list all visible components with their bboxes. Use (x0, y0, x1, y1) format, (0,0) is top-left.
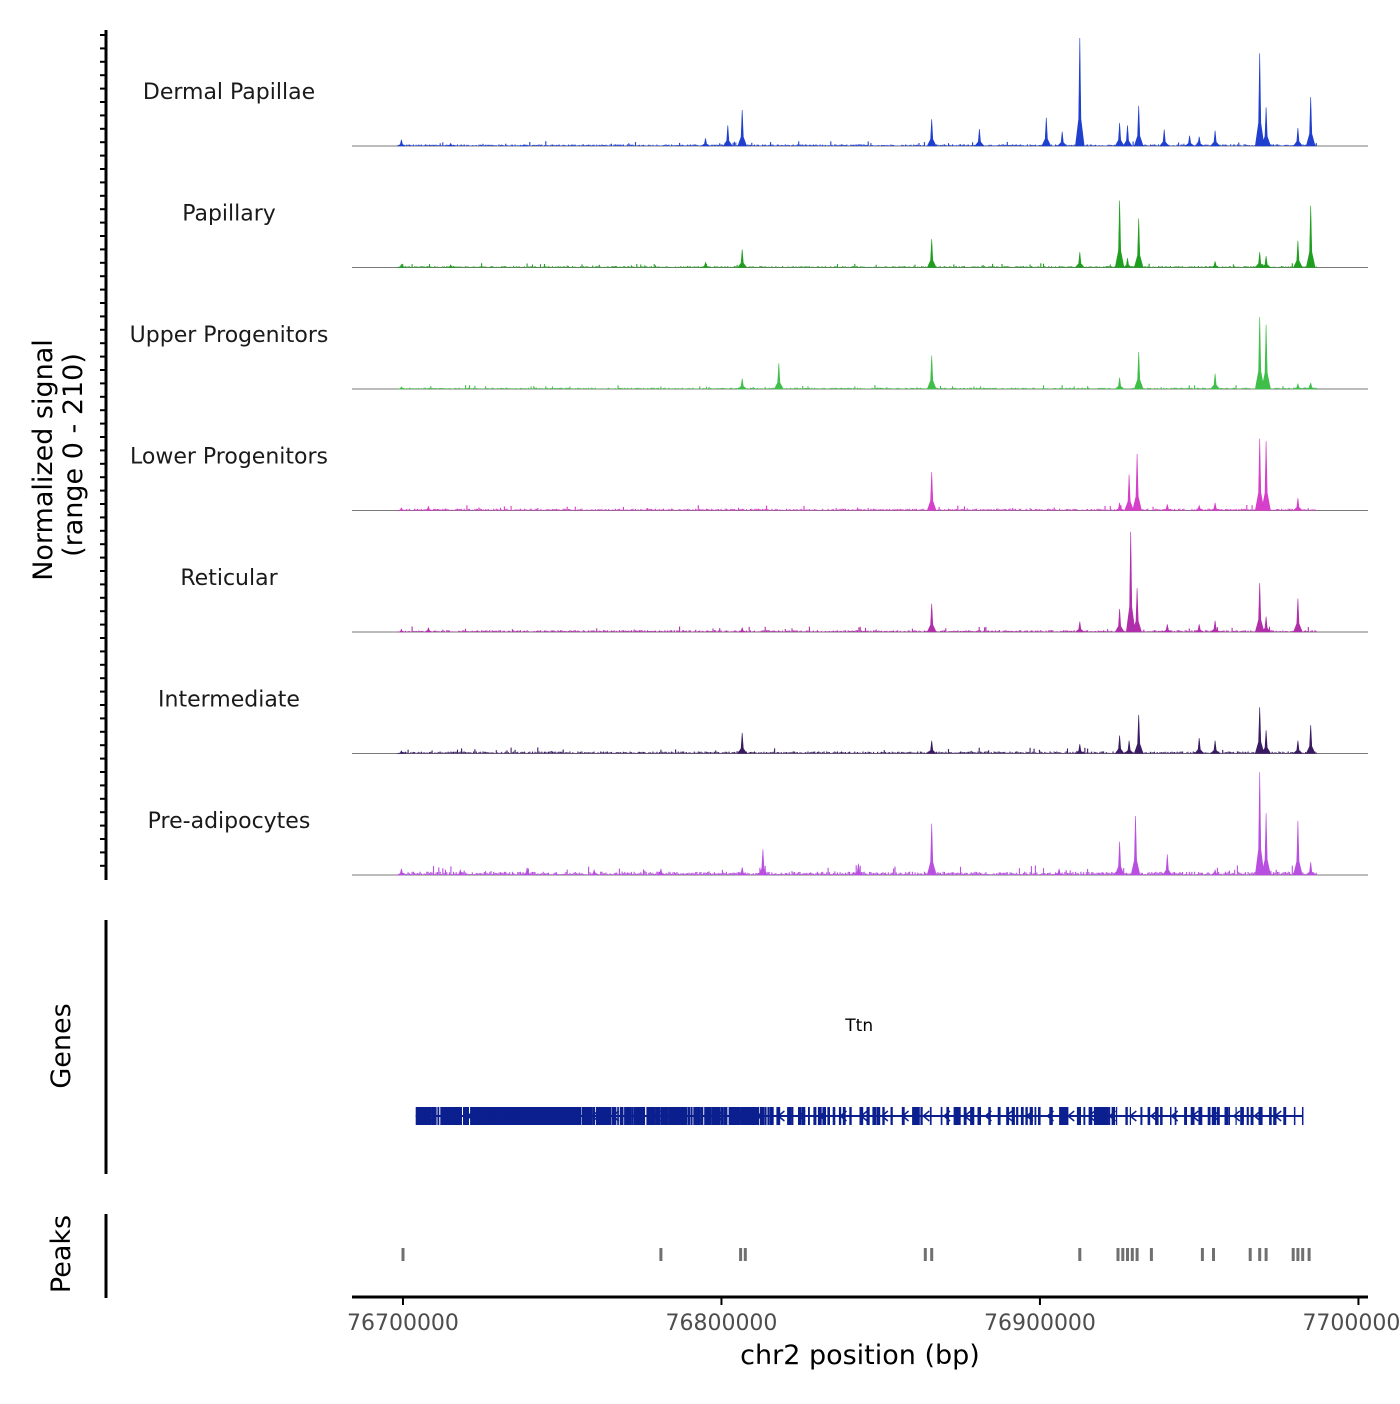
signal-peak (1255, 707, 1264, 753)
signal-peak (1163, 854, 1172, 875)
signal-peak (424, 506, 433, 510)
signal-peak (397, 630, 406, 632)
signal-track: Reticular (180, 532, 1368, 632)
signal-peak (1255, 317, 1264, 389)
signal-range-label: (range 0 - 210) (58, 353, 89, 557)
signal-peak (1075, 622, 1084, 632)
signal-peak (1211, 621, 1220, 632)
signal-peak (927, 472, 936, 511)
signal-peak (927, 824, 936, 875)
signal-peak (738, 733, 747, 754)
signal-peak (1115, 201, 1124, 268)
signal-peak (1131, 816, 1140, 875)
signal-peak (1134, 106, 1143, 146)
signal-track: Dermal Papillae (143, 38, 1368, 146)
signal-peak (446, 143, 455, 146)
signal-peak (1126, 532, 1135, 632)
signal-peak (1042, 118, 1051, 146)
signal-axis (100, 30, 106, 880)
track-label: Intermediate (158, 688, 300, 713)
signal-peak (1255, 583, 1264, 632)
track-label: Pre-adipocytes (148, 809, 311, 834)
signal-peak (975, 129, 984, 146)
signal-peak (1185, 136, 1194, 146)
track-label: Dermal Papillae (143, 80, 315, 105)
signal-peak (927, 239, 936, 267)
signal-peak (1294, 741, 1303, 754)
signal-peak (1115, 503, 1124, 511)
signal-peak (1294, 821, 1303, 875)
signal-peak (1115, 736, 1124, 754)
gene-track: Ttn (416, 1016, 1303, 1125)
signal-peak (1115, 609, 1124, 632)
signal-peak (1294, 599, 1303, 632)
signal-track: Pre-adipocytes (148, 772, 1368, 875)
gene-name-label: Ttn (844, 1016, 873, 1036)
signal-peak (1075, 38, 1084, 146)
signal-peak (1195, 738, 1204, 753)
track-label: Upper Progenitors (130, 323, 329, 348)
signal-peak (1294, 384, 1303, 389)
track-label: Reticular (180, 566, 278, 591)
signal-peak (397, 264, 406, 267)
signal-peak (1211, 131, 1220, 146)
signal-axis-label: Normalized signal (28, 339, 59, 581)
signal-peak (1133, 454, 1142, 511)
signal-peak (1262, 441, 1271, 510)
track-label: Papillary (182, 202, 276, 227)
signal-peak (1134, 219, 1143, 268)
gene-model: Ttn (416, 1016, 1303, 1125)
signal-peak (1134, 715, 1143, 754)
signal-peak (1160, 130, 1169, 147)
signal-peak (738, 628, 747, 632)
signal-peak (1123, 125, 1132, 146)
signal-peak (1075, 252, 1084, 267)
signal-peak (927, 604, 936, 632)
signal-peak (1058, 132, 1067, 146)
signal-peak (1115, 123, 1124, 146)
signal-peak (738, 110, 747, 146)
gene-exon (416, 1107, 418, 1125)
signal-tracks: Dermal Papillae Papillary Upper Progenitor… (130, 38, 1368, 875)
signal-peak (424, 628, 433, 632)
signal-peak (701, 262, 710, 267)
signal-peak (1294, 241, 1303, 268)
signal-peak (1262, 325, 1271, 389)
signal-peak (1115, 378, 1124, 389)
signal-peak (1255, 53, 1264, 146)
signal-peak (1123, 258, 1132, 267)
signal-peak (927, 119, 936, 146)
signal-peak (1125, 475, 1134, 511)
signal-track: Lower Progenitors (130, 439, 1368, 511)
signal-peak (397, 387, 406, 389)
signal-peak (397, 508, 406, 511)
signal-peak (1115, 842, 1124, 875)
signal-track: Upper Progenitors (130, 317, 1368, 389)
signal-peak (1211, 741, 1220, 754)
signal-peak (738, 379, 747, 389)
signal-peak (590, 870, 599, 875)
signal-track: Papillary (182, 201, 1368, 268)
track-label: Lower Progenitors (130, 445, 328, 470)
signal-peak (1306, 97, 1315, 146)
signal-peak (1211, 374, 1220, 389)
signal-peak (1195, 505, 1204, 510)
signal-peak (774, 363, 783, 389)
signal-peak (738, 250, 747, 268)
signal-peak (927, 356, 936, 389)
signal-peak (1134, 352, 1143, 389)
signal-peak (1306, 725, 1315, 753)
signal-peak (1125, 741, 1134, 754)
signal-peak (1294, 128, 1303, 146)
signal-track: Intermediate (158, 688, 1368, 754)
signal-peak (1255, 439, 1264, 511)
signal-peak (701, 138, 710, 146)
signal-peak (1294, 498, 1303, 510)
genes-axis-label: Genes (46, 1003, 77, 1088)
signal-peak (1306, 206, 1315, 268)
signal-peak (1255, 772, 1264, 875)
